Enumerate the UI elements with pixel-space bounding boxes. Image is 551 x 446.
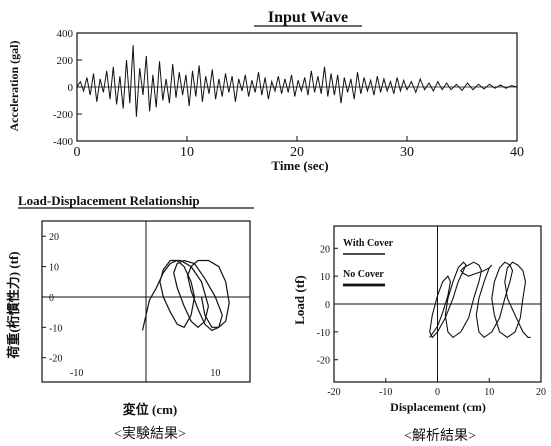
analysis-ylabel: Load (tf) [292,275,307,324]
input-wave-tick-labels: 0 10 20 30 40 400 200 0 -200 -400 [53,28,524,160]
y-tick-label: -10 [49,323,62,334]
y-tick-label: -10 [317,328,330,339]
experiment-ylabel: 荷重(桁慣性力) (tf) [6,251,21,359]
legend-entry-with-cover: With Cover [343,238,394,249]
input-wave-title: Input Wave [268,9,348,26]
analysis-legend: With Cover No Cover [343,238,394,287]
experiment-chart: -10 10 20 10 0 -10 -20 荷重(桁慣性力) (tf) 変位 (cm) <… [6,220,251,442]
y-tick-label: -20 [49,354,62,365]
x-tick-label: 20 [536,387,546,398]
section-title: Load-Displacement Relationship [18,193,200,208]
y-tick-label: 200 [57,55,74,67]
analysis-tick-labels: -20 -10 0 10 20 20 10 0 -10 -20 [317,244,546,398]
analysis-series-line [429,261,531,339]
input-wave-chart: Input Wave Acceleration (gal) Time (sec)… [7,9,524,173]
analysis-xlabel: Displacement (cm) [390,400,486,414]
x-tick-label: 10 [180,145,194,160]
analysis-axes [333,225,542,383]
y-tick-label: 0 [49,293,54,304]
input-wave-ylabel: Acceleration (gal) [7,41,21,132]
input-wave-xlabel: Time (sec) [271,158,328,173]
x-tick-label: 40 [510,145,524,160]
experiment-tick-labels: -10 10 20 10 0 -10 -20 [49,232,220,379]
y-tick-label: 10 [49,263,59,274]
experiment-xlabel: 変位 (cm) [123,402,178,417]
analysis-caption: <解析結果> [404,428,476,444]
y-tick-label: 10 [320,272,330,283]
y-tick-label: 0 [325,300,330,311]
x-tick-label: 10 [210,368,220,379]
legend-entry-no-cover: No Cover [343,269,384,280]
y-tick-label: -200 [53,109,74,121]
x-tick-label: -20 [327,387,340,398]
y-tick-label: -400 [53,136,74,148]
x-tick-label: 10 [484,387,494,398]
y-tick-label: 20 [49,232,59,243]
y-tick-label: 400 [57,28,74,40]
x-tick-label: 0 [435,387,440,398]
x-tick-label: 20 [290,145,304,160]
experiment-axes [41,220,251,383]
x-tick-label: -10 [379,387,392,398]
y-tick-label: 20 [320,244,330,255]
experiment-caption: <実験結果> [114,426,186,442]
input-wave-series-line [76,45,518,117]
experiment-series-line [141,259,230,332]
y-tick-label: -20 [317,356,330,367]
x-tick-label: -10 [70,368,83,379]
y-tick-label: 0 [68,82,74,94]
analysis-chart: -20 -10 0 10 20 20 10 0 -10 -20 With Cover No Cov… [292,225,546,444]
x-tick-label: 0 [74,145,81,160]
x-tick-label: 30 [400,145,414,160]
